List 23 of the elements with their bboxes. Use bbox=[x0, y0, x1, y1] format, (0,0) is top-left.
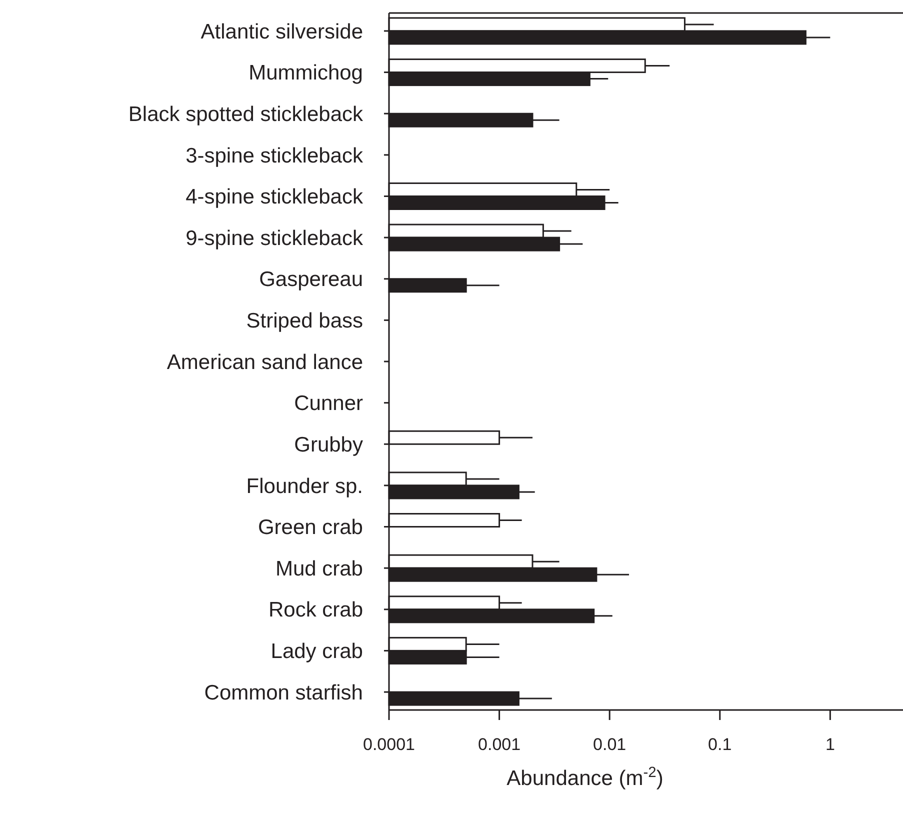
y-tick-label: Flounder sp. bbox=[246, 474, 363, 498]
y-tick-label: Common starfish bbox=[204, 681, 363, 704]
y-tick-label: Mud crab bbox=[275, 557, 363, 580]
x-tick-label: 1 bbox=[825, 735, 835, 754]
y-tick-label: Green crab bbox=[258, 516, 363, 540]
y-tick-label: Grubby bbox=[294, 433, 364, 456]
y-tick-label: Lady crab bbox=[270, 640, 363, 664]
x-axis-title: Abundance (m$^{-2}$) bbox=[506, 765, 664, 790]
x-tick-label: 0.0001 bbox=[363, 735, 415, 754]
x-tick-label: 0.1 bbox=[708, 735, 732, 754]
y-tick-label: Atlantic silverside bbox=[200, 20, 363, 44]
y-tick-label: 4-spine stickleback bbox=[186, 186, 364, 209]
y-tick-label: Cunner bbox=[294, 392, 363, 416]
y-tick-label: Striped bass bbox=[246, 310, 363, 333]
x-tick-label: 0.001 bbox=[478, 735, 521, 754]
y-tick-label: Rock crab bbox=[268, 598, 363, 622]
y-tick-label: Black spotted stickleback bbox=[128, 102, 364, 126]
y-tick-label: Mummichog bbox=[248, 62, 363, 85]
y-tick-label: 3-spine stickleback bbox=[186, 144, 364, 168]
x-tick-label: 0.01 bbox=[593, 735, 626, 754]
y-tick-label: 9-spine stickleback bbox=[186, 226, 364, 250]
y-tick-label: American sand lance bbox=[166, 350, 363, 374]
y-tick-label: Gaspereau bbox=[259, 268, 363, 292]
